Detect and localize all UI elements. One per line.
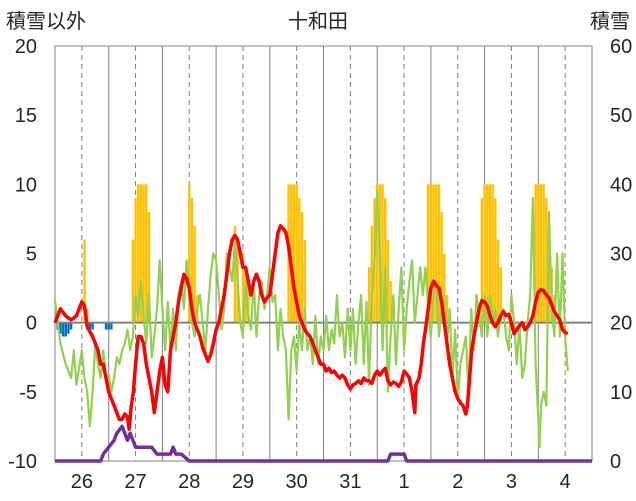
- x-tick-label: 31: [339, 471, 361, 493]
- sunshine-bar: [295, 184, 298, 323]
- x-tick-label: 30: [286, 471, 308, 493]
- sunshine-bar: [386, 239, 390, 323]
- sunshine-bar: [83, 239, 86, 323]
- precip-bar: [91, 322, 94, 330]
- sunshine-bar: [384, 198, 387, 323]
- sunshine-bar: [483, 184, 486, 323]
- sunshine-bar: [432, 184, 435, 323]
- right-tick-label: 0: [610, 451, 621, 473]
- left-axis-label: 積雪以外: [6, 10, 86, 33]
- sunshine-bar: [499, 267, 502, 323]
- sunshine-bar: [145, 184, 148, 323]
- right-axis-ticks: 0 10 20 30 40 50 60: [610, 36, 632, 473]
- sunshine-bar: [480, 198, 484, 323]
- left-tick-label: 5: [26, 244, 37, 266]
- sunshine-bar: [375, 184, 379, 323]
- sunshine-bar: [437, 184, 441, 323]
- right-tick-label: 10: [610, 382, 632, 404]
- x-tick-label: 4: [560, 471, 571, 493]
- sunshine-bar: [367, 267, 371, 323]
- snow-series: [55, 424, 592, 463]
- precip-bar: [64, 322, 67, 337]
- left-tick-label: 0: [26, 313, 37, 335]
- left-tick-label: 10: [15, 174, 37, 196]
- sunshine-bar: [298, 198, 301, 323]
- sunshine-bar: [427, 184, 430, 323]
- sunshine-bar: [290, 184, 293, 323]
- sunshine-bar: [233, 225, 237, 323]
- left-tick-label: -10: [8, 451, 37, 473]
- sunshine-bar: [488, 184, 492, 323]
- left-tick-label: -5: [19, 382, 37, 404]
- sunshine-bar: [292, 184, 296, 323]
- sunshine-bar: [491, 184, 494, 323]
- right-axis-label: 積雪: [590, 10, 630, 33]
- sunshine-bar: [429, 184, 433, 323]
- precip-bar: [61, 322, 65, 337]
- sunshine-bar: [190, 198, 194, 323]
- sunshine-bar: [539, 184, 543, 323]
- sunshine-bar: [534, 184, 537, 323]
- sunshine-bar: [247, 281, 250, 323]
- sunshine-bar: [142, 184, 145, 323]
- sunshine-bar: [440, 212, 443, 323]
- precip-bar: [59, 322, 62, 334]
- precip-bar: [67, 322, 70, 334]
- sunshine-bar: [542, 184, 545, 323]
- x-tick-label: 1: [398, 471, 409, 493]
- sunshine-bar: [188, 184, 191, 323]
- sunshine-bar: [545, 198, 548, 323]
- sunshine-bar: [496, 239, 500, 323]
- sunshine-bar: [389, 281, 392, 323]
- x-tick-label: 2: [452, 471, 463, 493]
- x-tick-label: 26: [71, 471, 93, 493]
- sunshine-bar: [139, 184, 143, 323]
- sunshine-bar: [370, 225, 374, 323]
- sunshine-bar: [381, 184, 384, 323]
- right-tick-label: 30: [610, 244, 632, 266]
- sunshine-bar: [134, 198, 137, 323]
- x-tick-label: 27: [124, 471, 146, 493]
- chart-title: 十和田: [288, 10, 348, 33]
- sunshine-bar: [303, 239, 306, 323]
- left-axis-ticks: -10 -5 0 5 10 15 20: [8, 36, 37, 473]
- sunshine-bar: [435, 184, 438, 323]
- right-tick-label: 20: [610, 313, 632, 335]
- precip-bar: [69, 322, 73, 330]
- left-tick-label: 20: [15, 36, 37, 58]
- sunshine-bar: [193, 225, 196, 323]
- right-tick-label: 50: [610, 105, 632, 127]
- sunshine-bar: [537, 184, 540, 323]
- sunshine-bar: [300, 212, 304, 323]
- wind-series: [53, 190, 569, 449]
- right-tick-label: 40: [610, 174, 632, 196]
- x-axis-ticks: 26 27 28 29 30 31 1 2 3 4: [71, 471, 571, 493]
- x-tick-label: 3: [506, 471, 517, 493]
- temperature-series: [53, 224, 569, 431]
- left-tick-label: 15: [15, 105, 37, 127]
- right-tick-label: 60: [610, 36, 632, 58]
- precip-bar: [104, 322, 108, 330]
- sunshine-bar: [147, 212, 151, 323]
- x-tick-label: 28: [178, 471, 200, 493]
- sunshine-bar: [443, 253, 446, 323]
- x-tick-label: 29: [232, 471, 254, 493]
- sunshine-bar: [445, 295, 449, 323]
- sunshine-bar: [241, 253, 245, 323]
- precip-bar: [107, 322, 110, 330]
- sunshine-bar: [486, 184, 489, 323]
- precip-bar: [110, 322, 113, 330]
- sunshine-bar: [137, 184, 140, 323]
- sunshine-bar: [494, 198, 497, 323]
- sunshine-bar: [131, 239, 135, 323]
